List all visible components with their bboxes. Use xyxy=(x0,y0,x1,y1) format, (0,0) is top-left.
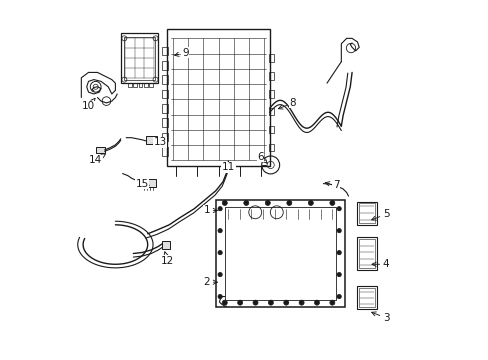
Circle shape xyxy=(218,251,222,255)
Bar xyxy=(145,136,156,144)
Text: 7: 7 xyxy=(325,180,339,190)
Text: 14: 14 xyxy=(89,154,105,165)
Text: 10: 10 xyxy=(82,98,95,112)
Text: 9: 9 xyxy=(174,48,188,58)
Bar xyxy=(162,241,169,249)
Circle shape xyxy=(252,300,258,305)
Circle shape xyxy=(218,273,222,277)
Circle shape xyxy=(336,251,341,255)
Text: 6: 6 xyxy=(257,152,266,163)
Bar xyxy=(121,33,158,83)
Circle shape xyxy=(244,201,248,206)
Circle shape xyxy=(336,229,341,233)
Circle shape xyxy=(237,300,242,305)
Text: 13: 13 xyxy=(153,138,166,147)
Bar xyxy=(268,144,274,151)
Circle shape xyxy=(218,207,222,211)
Bar xyxy=(133,83,137,87)
Bar xyxy=(162,133,168,141)
Bar xyxy=(215,200,344,307)
Circle shape xyxy=(218,229,222,233)
Bar xyxy=(139,83,142,87)
Bar xyxy=(128,83,131,87)
Circle shape xyxy=(336,207,341,211)
Circle shape xyxy=(329,201,334,206)
Bar xyxy=(357,237,376,270)
Bar xyxy=(149,83,153,87)
Circle shape xyxy=(218,294,222,299)
Bar xyxy=(162,46,168,55)
Bar xyxy=(162,147,168,156)
Bar xyxy=(359,239,375,268)
Circle shape xyxy=(222,201,227,206)
Circle shape xyxy=(308,201,313,206)
Text: 2: 2 xyxy=(203,277,217,287)
Text: 3: 3 xyxy=(371,312,388,323)
Text: 15: 15 xyxy=(135,179,149,189)
Circle shape xyxy=(265,201,270,206)
Circle shape xyxy=(286,201,291,206)
Bar xyxy=(162,75,168,84)
Text: 8: 8 xyxy=(278,98,296,109)
Bar xyxy=(167,30,269,166)
Circle shape xyxy=(222,300,227,305)
Bar xyxy=(268,54,274,62)
Text: 1: 1 xyxy=(203,206,217,216)
Text: 12: 12 xyxy=(161,252,174,266)
Circle shape xyxy=(336,294,341,299)
Circle shape xyxy=(299,300,304,305)
Bar xyxy=(268,90,274,98)
Bar xyxy=(357,286,376,309)
Bar xyxy=(359,203,375,223)
Bar xyxy=(268,126,274,134)
Bar xyxy=(162,118,168,127)
Text: 4: 4 xyxy=(371,259,388,269)
Bar xyxy=(357,202,376,225)
Circle shape xyxy=(314,300,319,305)
Bar xyxy=(96,147,104,153)
Circle shape xyxy=(268,300,273,305)
Bar xyxy=(124,37,155,80)
Circle shape xyxy=(329,300,334,305)
Bar xyxy=(359,288,375,307)
Bar xyxy=(142,179,156,187)
Bar xyxy=(162,61,168,69)
Bar xyxy=(224,207,335,300)
Circle shape xyxy=(336,273,341,277)
Bar xyxy=(268,72,274,80)
Bar xyxy=(162,104,168,113)
Text: 11: 11 xyxy=(221,161,235,172)
Text: 5: 5 xyxy=(371,209,388,220)
Bar xyxy=(162,90,168,98)
Circle shape xyxy=(283,300,288,305)
Bar xyxy=(268,108,274,116)
Bar xyxy=(144,83,147,87)
